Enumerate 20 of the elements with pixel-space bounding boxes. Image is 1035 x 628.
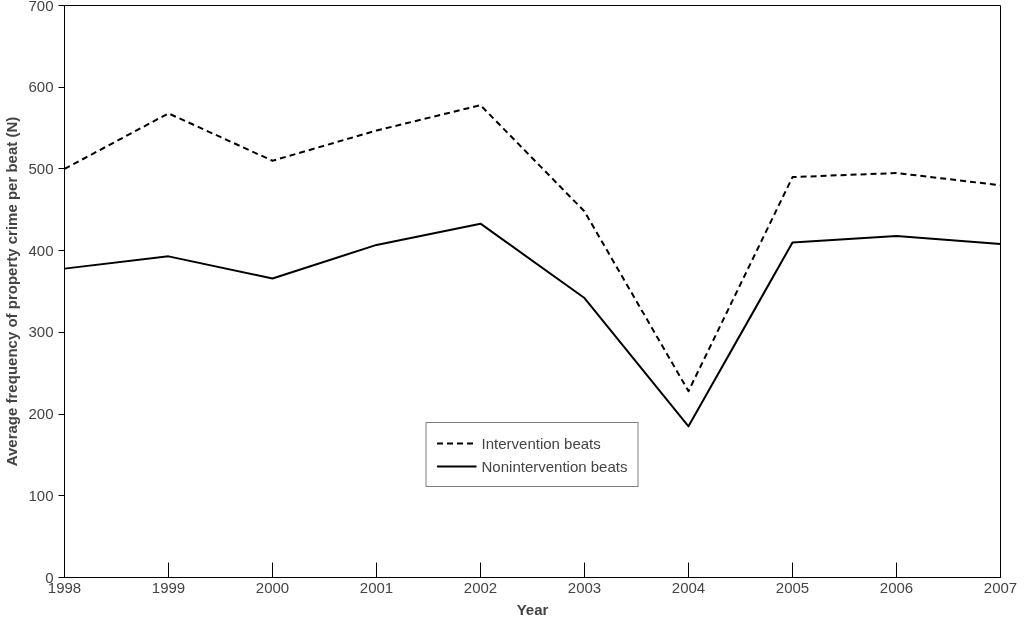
y-axis-title: Average frequency of property crime per beat (N) <box>3 116 21 467</box>
x-tick-label: 2007 <box>983 578 1018 596</box>
y-tick-label: 500 <box>28 159 54 177</box>
x-tick-label: 1999 <box>151 578 186 596</box>
x-tick-label: 2006 <box>879 578 914 596</box>
y-tick-label: 100 <box>28 486 54 504</box>
y-tick-label: 400 <box>28 241 54 259</box>
x-axis-title: Year <box>516 600 549 618</box>
x-tick-label: 2002 <box>463 578 498 596</box>
legend-label: Intervention beats <box>481 434 601 452</box>
x-tick-label: 2003 <box>567 578 602 596</box>
y-tick-label: 600 <box>28 78 54 96</box>
y-tick-label: 700 <box>28 0 54 14</box>
x-tick-label: 2004 <box>671 578 706 596</box>
x-tick-label: 2000 <box>255 578 290 596</box>
x-tick-label: 2005 <box>775 578 810 596</box>
legend-label: Nonintervention beats <box>481 457 628 475</box>
y-tick-label: 200 <box>28 405 54 423</box>
x-tick-label: 2001 <box>359 578 394 596</box>
y-tick-label: 300 <box>28 323 54 341</box>
